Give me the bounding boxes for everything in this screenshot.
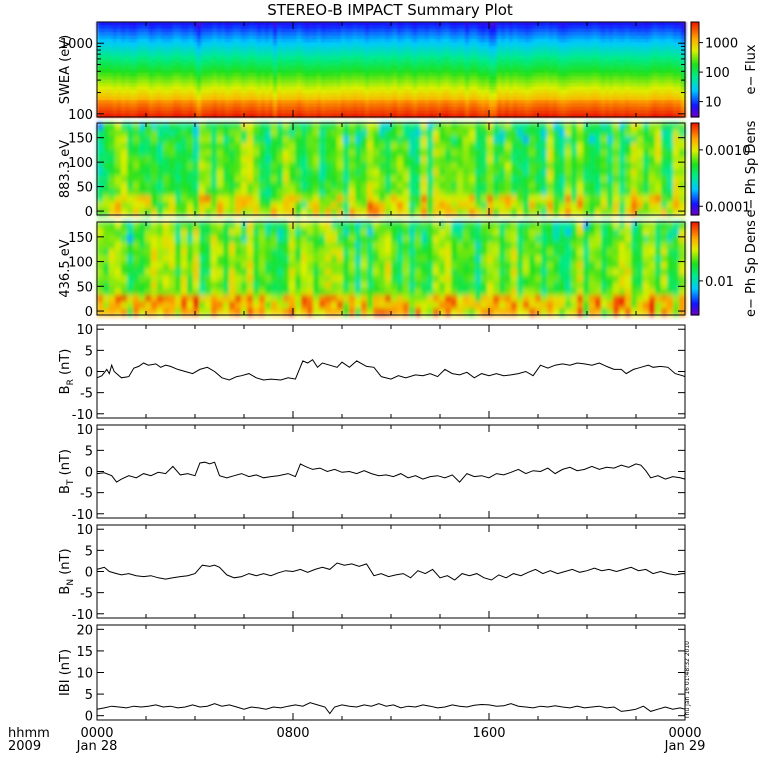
panel-3-ytick: 150 [68,231,93,246]
panel-2-spectrogram [97,123,686,216]
panel-5-ylabel: BT (nT) [58,449,76,494]
panel-7-ytick: 10 [76,667,93,682]
panel-5-series-line [96,461,686,483]
panel-7-ytick: 5 [85,688,93,703]
panel-1-ytick: 100 [68,108,93,123]
panel-6-series-line [96,562,685,581]
panel-3-ylabel: 436.5 eV [58,239,73,297]
panel-1-ylabel: SWEA (eV) [58,35,73,104]
panel-2-ytick: 150 [68,132,93,147]
panel-2-colorbar-tick: 0.0010 [705,144,751,159]
panel-2-ytick: 50 [76,181,93,196]
panel-4-series-line [96,359,686,381]
panel-6-ylabel: BN (nT) [58,548,76,594]
panel-4-ytick: 0 [85,366,93,381]
panel-3-ytick: 100 [68,256,93,271]
panel-4-ytick: 10 [76,323,93,338]
panel-2-colorbar-tick: 0.0001 [705,200,751,215]
panel-7-ytick: 0 [85,710,93,725]
panel-2-ytick: 100 [68,156,93,171]
panel-5-ytick: -5 [80,487,93,502]
panel-6-ytick: -5 [80,587,93,602]
panel-1-colorbar-tick: 1000 [705,37,738,52]
panel-3-ytick: 0 [85,305,93,320]
panel-5-ytick: 5 [85,444,93,459]
panel-6-ytick: 0 [85,566,93,581]
panel-2-ytick: 0 [85,205,93,220]
panel-4-ytick: -5 [80,387,93,402]
panel-1-colorbar-label: e− Flux [744,44,759,94]
panel-7-ytick: 15 [76,645,93,660]
panel-7-ylabel: IBI (nT) [58,649,73,696]
panel-4-ylabel: BR (nT) [58,349,76,395]
panel-4-ytick: 5 [85,344,93,359]
time-tick-date: Jan 28 [76,739,118,754]
time-tick-label: 1600 [472,726,505,741]
time-tick-label: 0800 [276,726,309,741]
time-axis-row2-label: 2009 [8,739,41,754]
panel-3-ytick: 50 [76,280,93,295]
panel-2-ylabel: 883.3 eV [58,140,73,198]
panel-2-colorbar-label: e− Ph Sp Dens [744,120,759,217]
panel-6-ytick: 10 [76,523,93,538]
panel-6-frame [96,524,686,619]
time-tick-label: 0000 [668,726,701,741]
panel-1-ytick: 1000 [60,37,93,52]
panel-6-ytick: -10 [72,608,93,623]
panel-3-colorbar-label: e− Ph Sp Dens [744,220,759,317]
panel-1-spectrogram [97,22,686,118]
panel-4-ytick: -10 [72,408,93,423]
figure-title: STEREO-B IMPACT Summary Plot [267,1,513,19]
panel-3-spectrogram [97,222,686,316]
panel-1-colorbar-tick: 100 [705,66,730,81]
panel-1-colorbar: 10 100 1000 e− Flux [690,21,759,118]
panel-5-ytick: 10 [76,423,93,438]
time-axis-row1-label: hhmm [8,726,50,741]
time-tick-label: 0000 [80,726,113,741]
time-tick-date: Jan 29 [664,739,706,754]
panel-5-ytick: -10 [72,508,93,523]
panel-3-colorbar-tick: 0.01 [705,275,734,290]
panel-1-colorbar-tick: 10 [705,96,722,111]
panel-7-ytick: 20 [76,623,93,638]
panel-5-ytick: 0 [85,466,93,481]
panel-7-series-line [96,702,686,715]
panel-5-frame [96,424,686,519]
panel-6-ytick: 5 [85,544,93,559]
panel-3-colorbar: 0.01 e− Ph Sp Dens [690,220,759,317]
plot-timestamp: Thu Jan 16 01:48:32 2010 [684,641,691,720]
